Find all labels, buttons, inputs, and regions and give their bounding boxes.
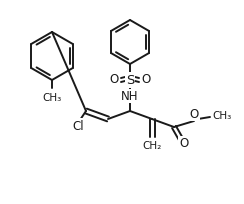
Text: O: O (189, 108, 199, 120)
Text: O: O (179, 137, 189, 150)
Text: CH₃: CH₃ (42, 93, 62, 102)
Text: O: O (141, 73, 151, 86)
Text: NH: NH (121, 90, 139, 103)
Text: Cl: Cl (72, 119, 84, 132)
Text: CH₃: CH₃ (212, 110, 231, 120)
Text: CH₂: CH₂ (142, 140, 162, 150)
Text: O: O (109, 73, 119, 86)
Text: S: S (126, 74, 134, 87)
